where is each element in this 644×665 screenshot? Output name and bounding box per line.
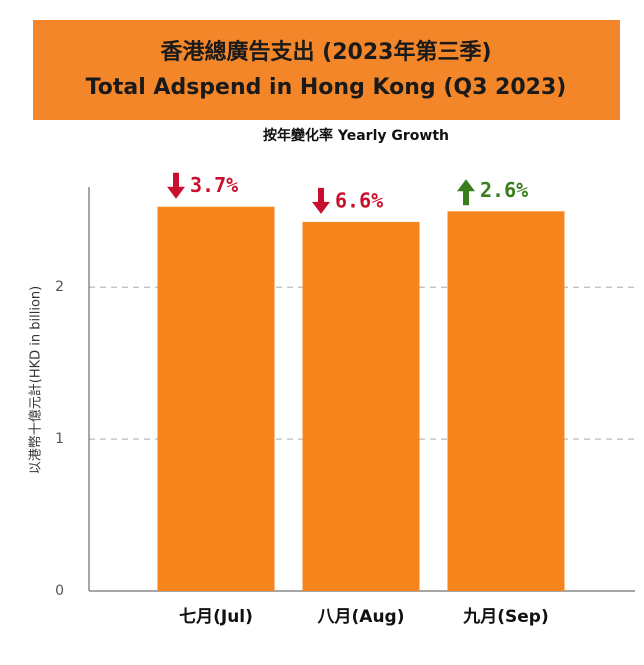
annotation: 按年變化率 Yearly Growth — [263, 127, 449, 144]
bar — [157, 206, 275, 591]
growth-arrow — [312, 187, 330, 214]
growth-arrow — [457, 179, 475, 206]
bar — [302, 221, 420, 592]
chart-title: 香港總廣告支出 (2023年第三季) — [161, 39, 492, 65]
y-tick-label: 2 — [55, 279, 64, 295]
x-tick-label: 八月(Aug) — [318, 607, 405, 627]
growth-label: 6.6% — [335, 188, 383, 212]
y-tick-label: 0 — [55, 583, 64, 599]
y-tick-label: 1 — [55, 431, 64, 447]
x-tick-label: 七月(Jul) — [179, 607, 253, 627]
bar — [447, 211, 565, 591]
growth-label: 3.7% — [190, 173, 238, 197]
y-axis-label: 以港幣十億元計(HKD in billion) — [28, 286, 44, 474]
x-tick-label: 九月(Sep) — [462, 607, 548, 627]
title-box — [33, 20, 620, 120]
growth-label: 2.6% — [480, 178, 528, 202]
growth-arrow — [167, 172, 185, 199]
chart-subtitle: Total Adspend in Hong Kong (Q3 2023) — [86, 75, 567, 100]
